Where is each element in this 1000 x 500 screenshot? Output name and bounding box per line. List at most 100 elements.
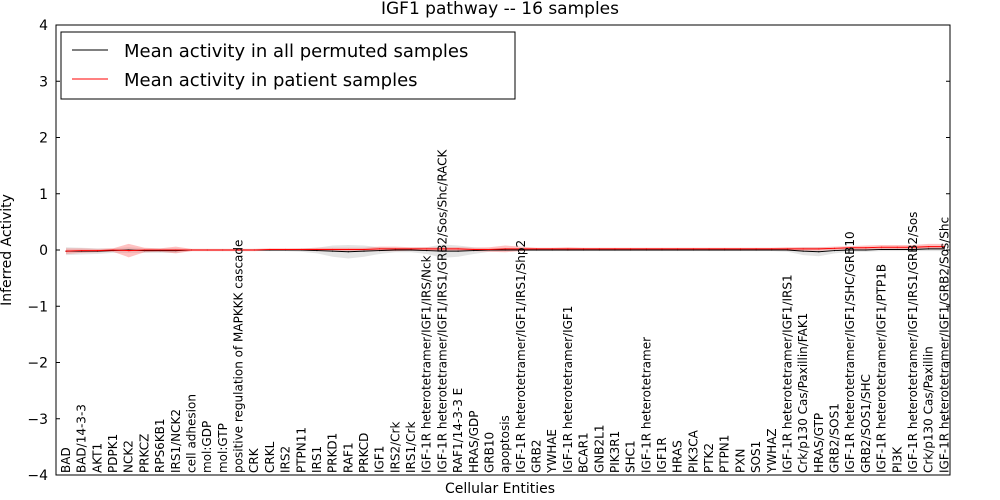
x-tick-label: GRB10 — [482, 432, 496, 473]
data-point — [520, 249, 522, 251]
data-point — [833, 249, 836, 252]
data-point — [332, 250, 334, 252]
x-tick-label: PTK2 — [702, 443, 716, 473]
x-tick-label: BCAR1 — [577, 432, 591, 473]
x-tick-label: PRKCD — [357, 433, 371, 473]
y-tick-label: 1 — [39, 187, 48, 203]
data-point — [630, 248, 632, 250]
x-tick-label: GRB2 — [530, 439, 544, 473]
data-point — [222, 249, 224, 251]
x-tick-label: GNB2L1 — [592, 425, 606, 473]
x-tick-label: PRKCZ — [137, 434, 151, 473]
data-point — [473, 248, 475, 251]
data-point — [504, 248, 506, 250]
data-point — [347, 248, 349, 251]
x-tick-label: IGF1 — [373, 446, 387, 473]
data-point — [582, 248, 585, 250]
x-tick-label: IGF-1R heterotetramer/IGF1/IRS1 — [780, 274, 794, 473]
data-point — [614, 248, 616, 250]
data-point — [143, 249, 146, 251]
y-axis-ticks: −4 −3 −2 −1 0 1 2 3 4 — [27, 18, 950, 484]
x-tick-label: GRB2/SOS1/SHC — [859, 374, 873, 473]
data-point — [567, 249, 569, 251]
x-tick-label: RAF1/14-3-3 E — [451, 388, 465, 473]
data-point — [473, 249, 475, 252]
data-point — [661, 249, 663, 251]
data-point — [786, 249, 789, 251]
data-point — [332, 248, 334, 251]
data-point — [441, 248, 444, 250]
x-tick-label: PIK3CA — [686, 429, 700, 473]
data-point — [802, 250, 804, 252]
data-point — [379, 249, 381, 252]
data-point — [865, 247, 867, 249]
x-tick-label: mol:GDP — [200, 421, 214, 473]
x-tick-label: AKT1 — [90, 443, 104, 473]
data-point — [410, 249, 412, 251]
x-tick-label: NCK2 — [122, 440, 136, 473]
data-point — [661, 248, 663, 250]
data-point — [567, 248, 569, 250]
legend: Mean activity in all permuted samples Me… — [60, 31, 516, 100]
data-point — [724, 249, 726, 251]
data-point — [912, 248, 914, 251]
chart-title: IGF1 pathway -- 16 samples — [381, 0, 619, 19]
data-point — [724, 248, 726, 250]
data-point — [630, 249, 632, 251]
data-point — [943, 248, 945, 250]
data-point — [692, 248, 694, 250]
data-point — [818, 248, 820, 250]
x-tick-label: HRAS — [671, 440, 685, 473]
data-point — [865, 249, 867, 251]
data-point — [488, 248, 491, 251]
data-point — [739, 248, 742, 250]
x-tick-label: PTPN11 — [294, 427, 308, 473]
data-point — [614, 249, 616, 251]
data-point — [739, 249, 742, 251]
data-point — [316, 248, 318, 251]
legend-label-permuted: Mean activity in all permuted samples — [124, 41, 468, 62]
x-tick-label: IGF-1R heterotetramer/IGF1/IRS/Nck — [420, 255, 434, 473]
data-point — [849, 247, 851, 249]
legend-box — [60, 31, 516, 100]
data-point — [253, 249, 255, 251]
data-point — [426, 248, 428, 250]
data-point — [551, 249, 553, 251]
x-tick-label: IRS1/Crk — [404, 422, 418, 473]
data-point — [708, 248, 710, 250]
data-point — [379, 248, 381, 250]
data-point — [535, 248, 538, 250]
data-point — [598, 248, 600, 250]
data-point — [771, 249, 773, 251]
data-point — [112, 249, 114, 251]
data-point — [786, 248, 789, 250]
data-point — [645, 248, 647, 250]
x-tick-label: RAF1 — [341, 442, 355, 473]
data-point — [65, 250, 67, 252]
x-tick-label: IGF-1R heterotetramer/IGF1 — [561, 306, 575, 473]
legend-label-patient: Mean activity in patient samples — [124, 70, 418, 91]
x-tick-label: IGF-1R heterotetramer/IGF1/SHC/GRB10 — [843, 231, 857, 473]
data-point — [880, 246, 883, 248]
x-tick-label: PRKD1 — [326, 433, 340, 473]
y-axis-label: Inferred Activity — [0, 194, 15, 306]
data-point — [896, 246, 898, 248]
data-point — [535, 249, 538, 251]
x-tick-label: mol:GTP — [216, 423, 230, 473]
x-tick-label: RPS6KB1 — [153, 418, 167, 473]
data-point — [190, 249, 193, 251]
x-tick-label: SHC1 — [624, 440, 638, 473]
data-point — [394, 249, 396, 251]
x-tick-label: Crk/p130 Cas/Paxillin/FAK1 — [796, 313, 810, 473]
plot-area-frame — [55, 24, 951, 476]
data-point — [206, 249, 208, 251]
y-tick-label: −4 — [27, 468, 48, 484]
data-point — [363, 248, 365, 251]
data-point — [771, 248, 773, 250]
x-axis-label: Cellular Entities — [445, 481, 555, 497]
x-tick-label: IGF-1R heterotetramer/IGF1/GRB2/Sos/Shc — [937, 217, 951, 473]
x-tick-label: HRAS/GDP — [467, 410, 481, 473]
data-point — [802, 248, 804, 250]
data-point — [912, 246, 914, 248]
